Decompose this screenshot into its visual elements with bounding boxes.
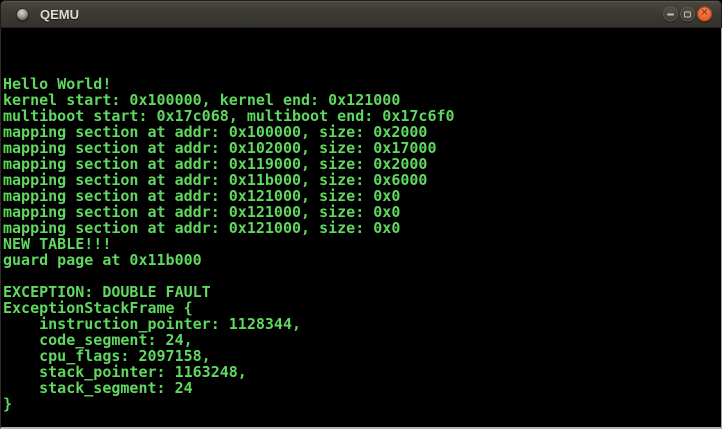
terminal-line: multiboot start: 0x17c068, multiboot end… [3,107,455,125]
maximize-icon [684,11,691,17]
terminal-line: NEW TABLE!!! [3,235,112,253]
terminal-line: kernel start: 0x100000, kernel end: 0x12… [3,91,401,109]
terminal-line: cpu_flags: 2097158, [3,347,211,365]
maximize-button[interactable] [680,6,695,22]
terminal-line: mapping section at addr: 0x11b000, size:… [3,171,428,189]
terminal-line: stack_pointer: 1163248, [3,363,247,381]
terminal-line: mapping section at addr: 0x121000, size:… [3,187,401,205]
terminal-line: instruction_pointer: 1128344, [3,315,302,333]
minimize-button[interactable] [663,6,678,22]
terminal-line: guard page at 0x11b000 [3,251,202,269]
terminal-line: code_segment: 24, [3,331,193,349]
close-button[interactable]: ✕ [697,6,712,22]
window-controls: ✕ [663,6,712,22]
terminal-line: mapping section at addr: 0x100000, size:… [3,123,428,141]
window-icon [16,7,29,21]
minimize-icon [667,13,674,15]
terminal-line: mapping section at addr: 0x121000, size:… [3,203,401,221]
terminal-screen[interactable]: Hello World! kernel start: 0x100000, kern… [0,28,722,429]
terminal-line: Hello World! [3,75,112,93]
terminal-line: ExceptionStackFrame { [3,299,193,317]
terminal-line: mapping section at addr: 0x121000, size:… [3,219,401,237]
terminal-line: mapping section at addr: 0x102000, size:… [3,139,437,157]
terminal-line: } [3,395,13,413]
terminal-line [3,268,721,284]
close-icon: ✕ [700,7,709,19]
terminal-line: EXCEPTION: DOUBLE FAULT [3,283,211,301]
titlebar[interactable]: QEMU ✕ [0,0,722,28]
window-title: QEMU [40,6,79,22]
terminal-line: mapping section at addr: 0x119000, size:… [3,155,428,173]
terminal-line: stack_segment: 24 [3,379,193,397]
